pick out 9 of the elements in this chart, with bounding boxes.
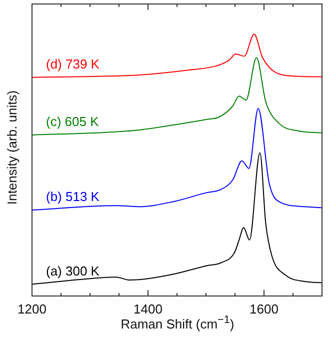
series-label: (c) 605 K (46, 114, 100, 130)
x-tick-label: 1200 (18, 301, 46, 316)
x-tick-label: 1400 (134, 301, 162, 316)
y-axis-title: Intensity (arb. units) (4, 89, 20, 207)
x-tick-label: 1600 (250, 301, 278, 316)
series-label: (b) 513 K (46, 189, 100, 204)
series-label: (d) 739 K (46, 56, 100, 72)
series-label: (a) 300 K (46, 263, 100, 278)
x-axis-title: Raman Shift (cm$^{−1}$) (120, 314, 234, 332)
